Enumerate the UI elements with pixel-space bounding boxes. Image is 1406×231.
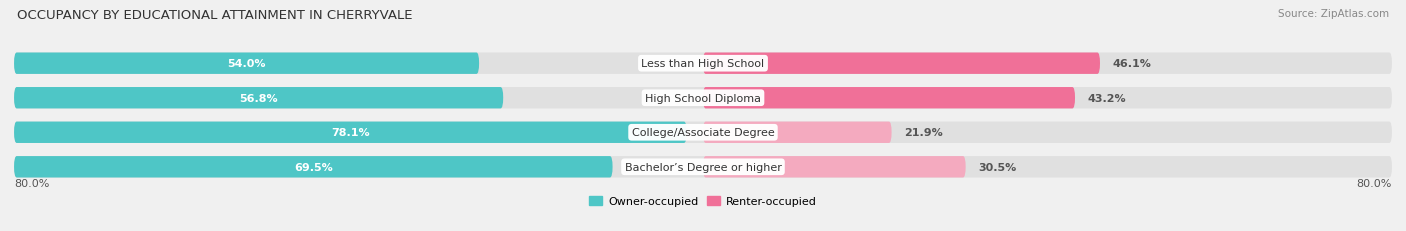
Text: College/Associate Degree: College/Associate Degree xyxy=(631,128,775,138)
Text: High School Diploma: High School Diploma xyxy=(645,93,761,103)
Text: 30.5%: 30.5% xyxy=(979,162,1017,172)
FancyBboxPatch shape xyxy=(703,53,1099,75)
Legend: Owner-occupied, Renter-occupied: Owner-occupied, Renter-occupied xyxy=(585,191,821,210)
Text: 78.1%: 78.1% xyxy=(330,128,370,138)
FancyBboxPatch shape xyxy=(703,122,891,143)
FancyBboxPatch shape xyxy=(703,156,966,178)
Text: Less than High School: Less than High School xyxy=(641,59,765,69)
FancyBboxPatch shape xyxy=(14,122,686,143)
FancyBboxPatch shape xyxy=(14,53,479,75)
Text: Bachelor’s Degree or higher: Bachelor’s Degree or higher xyxy=(624,162,782,172)
FancyBboxPatch shape xyxy=(703,88,1076,109)
FancyBboxPatch shape xyxy=(14,88,503,109)
Text: OCCUPANCY BY EDUCATIONAL ATTAINMENT IN CHERRYVALE: OCCUPANCY BY EDUCATIONAL ATTAINMENT IN C… xyxy=(17,9,412,22)
FancyBboxPatch shape xyxy=(14,156,1392,178)
Text: 80.0%: 80.0% xyxy=(1357,178,1392,188)
FancyBboxPatch shape xyxy=(14,156,613,178)
Text: Source: ZipAtlas.com: Source: ZipAtlas.com xyxy=(1278,9,1389,19)
Text: 21.9%: 21.9% xyxy=(904,128,943,138)
FancyBboxPatch shape xyxy=(14,122,1392,143)
Text: 80.0%: 80.0% xyxy=(14,178,49,188)
Text: 56.8%: 56.8% xyxy=(239,93,278,103)
FancyBboxPatch shape xyxy=(14,53,1392,75)
Text: 54.0%: 54.0% xyxy=(228,59,266,69)
FancyBboxPatch shape xyxy=(14,88,1392,109)
Text: 46.1%: 46.1% xyxy=(1114,59,1152,69)
Text: 43.2%: 43.2% xyxy=(1088,93,1126,103)
Text: 69.5%: 69.5% xyxy=(294,162,333,172)
